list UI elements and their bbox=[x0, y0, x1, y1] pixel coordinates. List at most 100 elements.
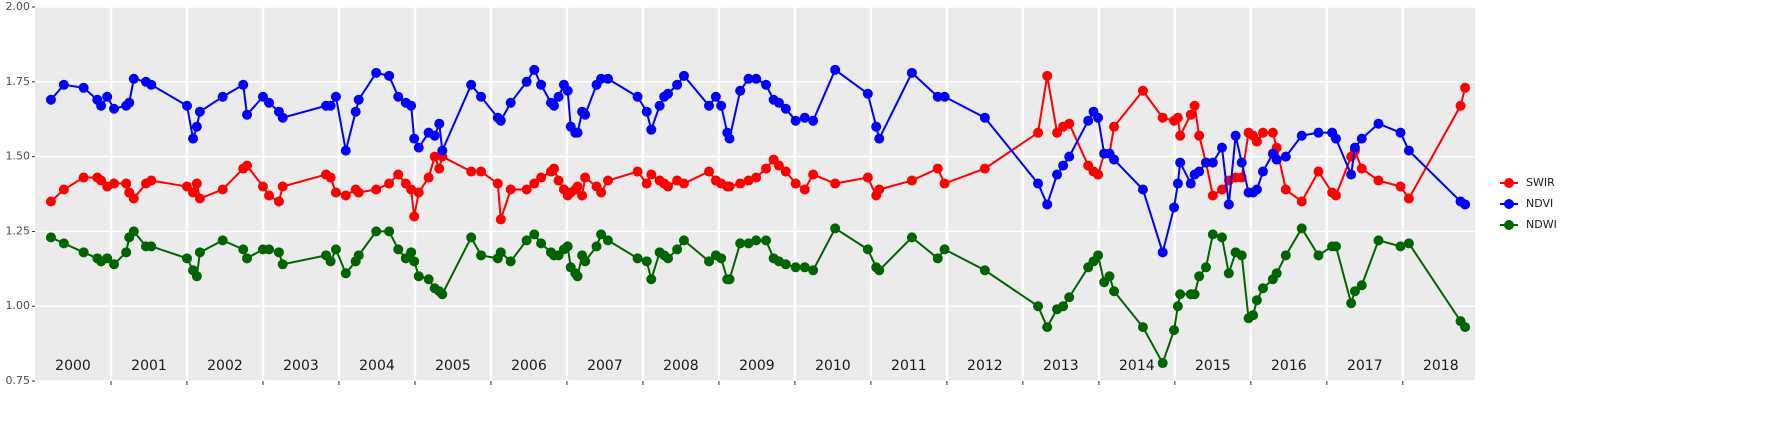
point bbox=[1104, 271, 1115, 282]
point bbox=[751, 73, 762, 84]
point bbox=[1330, 133, 1341, 144]
point bbox=[1280, 250, 1291, 261]
point bbox=[102, 91, 113, 102]
y-tick-label: 1.50 bbox=[6, 150, 31, 163]
point bbox=[1346, 298, 1357, 309]
point bbox=[641, 106, 652, 117]
point bbox=[1194, 271, 1205, 282]
point bbox=[591, 241, 602, 252]
point bbox=[371, 184, 382, 195]
point bbox=[1207, 157, 1218, 168]
point bbox=[735, 178, 746, 189]
point bbox=[393, 244, 404, 255]
point bbox=[662, 88, 673, 99]
point bbox=[330, 187, 341, 198]
point bbox=[1194, 166, 1205, 177]
legend-label: SWIR bbox=[1526, 176, 1555, 189]
point bbox=[1200, 262, 1211, 273]
point bbox=[1271, 154, 1282, 165]
point bbox=[1403, 193, 1414, 204]
point bbox=[109, 178, 120, 189]
point bbox=[1175, 130, 1186, 141]
legend-marker bbox=[1504, 178, 1514, 188]
point bbox=[1172, 301, 1183, 312]
point bbox=[672, 244, 683, 255]
point bbox=[536, 79, 547, 90]
point bbox=[121, 247, 132, 258]
point bbox=[1296, 130, 1307, 141]
point bbox=[1356, 280, 1367, 291]
point bbox=[596, 229, 607, 240]
point bbox=[521, 184, 532, 195]
point bbox=[572, 127, 583, 138]
point bbox=[495, 115, 506, 126]
point bbox=[678, 178, 689, 189]
legend-marker bbox=[1504, 220, 1514, 230]
point bbox=[434, 118, 445, 129]
point bbox=[790, 115, 801, 126]
point bbox=[1236, 157, 1247, 168]
point bbox=[78, 82, 89, 93]
point bbox=[1280, 184, 1291, 195]
point bbox=[1185, 178, 1196, 189]
point bbox=[521, 76, 532, 87]
point bbox=[979, 265, 990, 276]
point bbox=[1157, 358, 1168, 369]
point bbox=[384, 70, 395, 81]
point bbox=[191, 121, 202, 132]
legend-label: NDWI bbox=[1526, 218, 1557, 231]
point bbox=[572, 181, 583, 192]
point bbox=[371, 226, 382, 237]
point bbox=[1267, 127, 1278, 138]
point bbox=[1157, 247, 1168, 258]
point bbox=[325, 100, 336, 111]
point bbox=[549, 100, 560, 111]
point bbox=[632, 166, 643, 177]
point bbox=[1349, 142, 1360, 153]
point bbox=[678, 70, 689, 81]
point bbox=[1172, 112, 1183, 123]
point bbox=[264, 190, 275, 201]
point bbox=[264, 244, 275, 255]
point bbox=[217, 184, 228, 195]
point bbox=[743, 238, 754, 249]
point bbox=[536, 238, 547, 249]
point bbox=[830, 64, 841, 75]
point bbox=[124, 97, 135, 108]
point bbox=[1185, 109, 1196, 120]
point bbox=[353, 187, 364, 198]
point bbox=[773, 160, 784, 171]
point bbox=[1346, 169, 1357, 180]
point bbox=[423, 274, 434, 285]
point bbox=[325, 256, 336, 267]
point bbox=[577, 190, 588, 201]
point bbox=[632, 253, 643, 264]
year-label: 2017 bbox=[1347, 358, 1383, 374]
point bbox=[830, 223, 841, 234]
point bbox=[1257, 166, 1268, 177]
point bbox=[58, 184, 69, 195]
year-label: 2015 bbox=[1195, 358, 1231, 374]
point bbox=[602, 235, 613, 246]
point bbox=[102, 253, 113, 264]
point bbox=[273, 196, 284, 207]
point bbox=[862, 244, 873, 255]
point bbox=[710, 91, 721, 102]
point bbox=[704, 256, 715, 267]
point bbox=[1251, 295, 1262, 306]
point bbox=[1330, 190, 1341, 201]
point bbox=[78, 172, 89, 183]
point bbox=[906, 232, 917, 243]
point bbox=[409, 256, 420, 267]
panel bbox=[35, 7, 1475, 381]
point bbox=[580, 109, 591, 120]
point bbox=[932, 253, 943, 264]
point bbox=[45, 94, 56, 105]
point bbox=[1137, 184, 1148, 195]
year-label: 2008 bbox=[663, 358, 699, 374]
point bbox=[1313, 127, 1324, 138]
point bbox=[735, 85, 746, 96]
point bbox=[194, 193, 205, 204]
point bbox=[58, 238, 69, 249]
point bbox=[1460, 82, 1471, 93]
